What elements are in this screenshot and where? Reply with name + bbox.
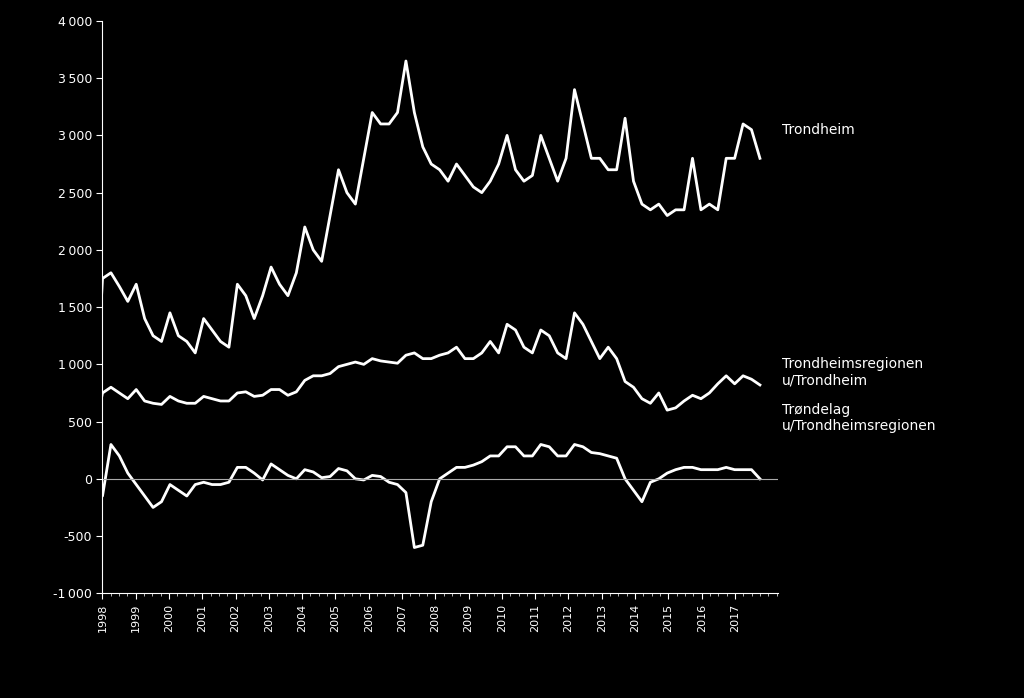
Text: Trondheim: Trondheim <box>781 123 854 137</box>
Text: Trondheimsregionen
u/Trondheim: Trondheimsregionen u/Trondheim <box>781 357 923 387</box>
Text: Trøndelag
u/Trondheimsregionen: Trøndelag u/Trondheimsregionen <box>781 403 936 433</box>
